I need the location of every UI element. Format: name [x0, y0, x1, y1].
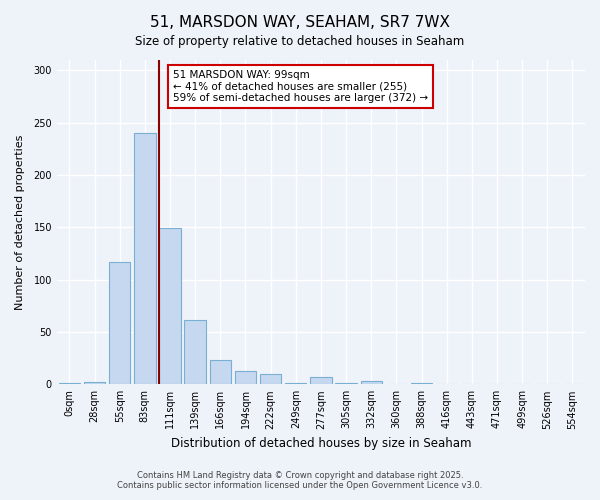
Text: 51, MARSDON WAY, SEAHAM, SR7 7WX: 51, MARSDON WAY, SEAHAM, SR7 7WX — [150, 15, 450, 30]
Bar — [209, 360, 231, 384]
Bar — [160, 228, 181, 384]
Text: 51 MARSDON WAY: 99sqm
← 41% of detached houses are smaller (255)
59% of semi-det: 51 MARSDON WAY: 99sqm ← 41% of detached … — [173, 70, 428, 103]
Text: Contains HM Land Registry data © Crown copyright and database right 2025.
Contai: Contains HM Land Registry data © Crown c… — [118, 470, 482, 490]
Bar — [84, 382, 105, 384]
Y-axis label: Number of detached properties: Number of detached properties — [15, 134, 25, 310]
Text: Size of property relative to detached houses in Seaham: Size of property relative to detached ho… — [136, 35, 464, 48]
Bar — [134, 133, 155, 384]
Bar — [310, 377, 332, 384]
Bar — [184, 320, 206, 384]
X-axis label: Distribution of detached houses by size in Seaham: Distribution of detached houses by size … — [170, 437, 471, 450]
Bar — [260, 374, 281, 384]
Bar — [235, 370, 256, 384]
Bar — [361, 381, 382, 384]
Bar — [109, 262, 130, 384]
